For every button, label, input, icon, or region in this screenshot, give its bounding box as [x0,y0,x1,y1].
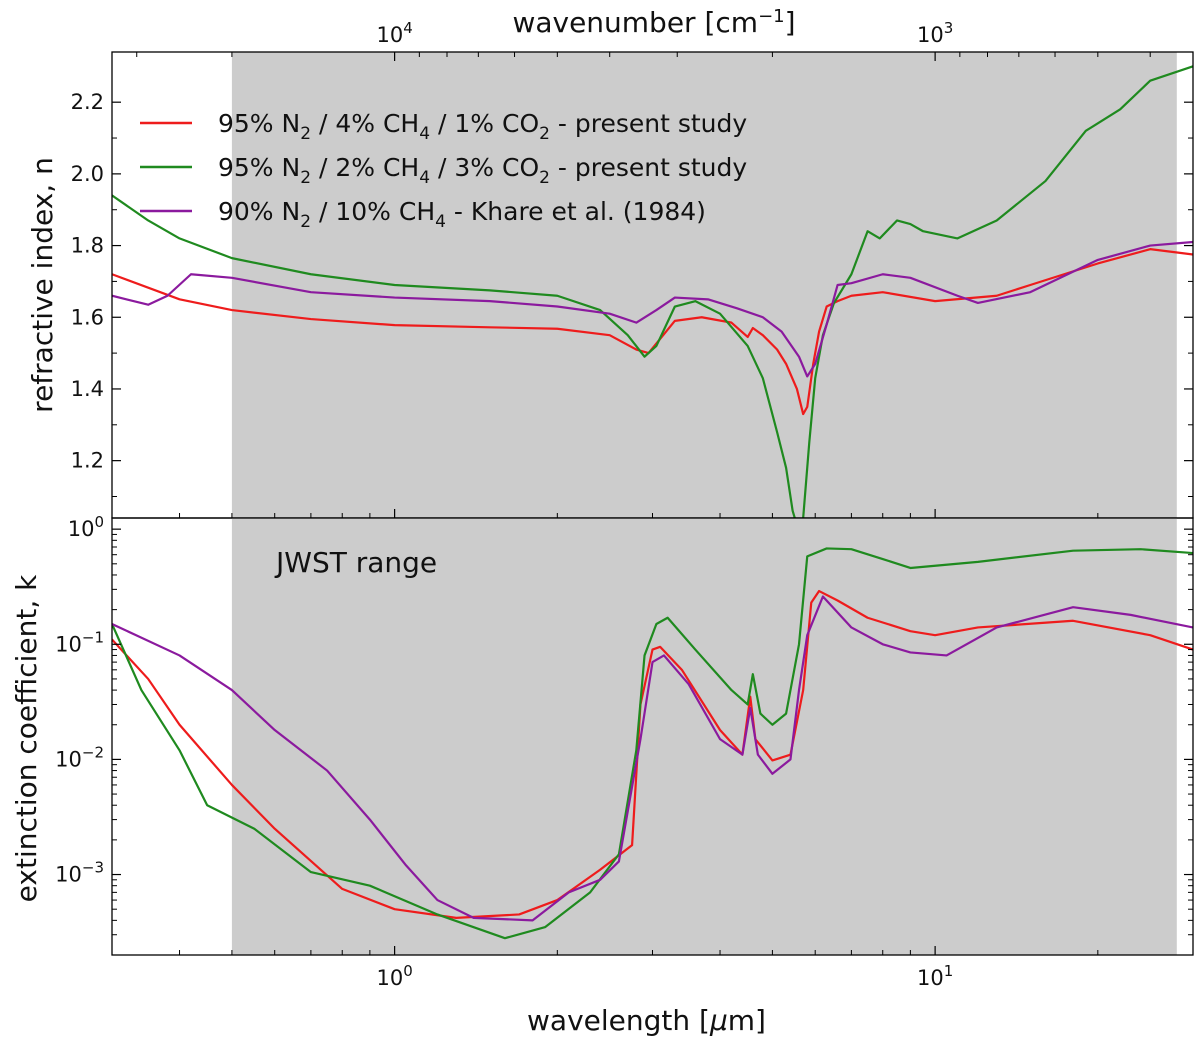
top-ytick-label: 1.2 [71,449,104,473]
bottom-ylabel: extinction coefficient, k [10,574,43,902]
jwst-range-annotation: JWST range [274,546,437,579]
legend-text: 95% N [218,109,300,138]
tick-base: 10 [917,966,944,990]
tick-base: 10 [55,632,82,656]
legend-subscript: 4 [435,212,446,232]
legend-entry-2: 95% N2​ / 2% CH4​ / 3% CO2​ - present st… [218,153,747,188]
bottom-series-group [112,547,1193,940]
legend-entry-1: 95% N2​ / 4% CH4​ / 1% CO2​ - present st… [218,109,747,144]
tick-exponent: 0 [94,513,104,531]
legend-text: - present study [550,153,747,182]
bottom-ytick-label: 10−1 [55,628,104,656]
top-series-line-1 [112,248,1193,416]
legend-subscript: 2 [539,124,550,144]
top-xlabel-part: wavenumber [cm [512,6,758,39]
legend-text: / 10% CH [311,197,435,226]
bottom-series-line-3 [112,595,1193,922]
legend-subscript: 2 [300,212,311,232]
tick-base: 10 [376,23,403,47]
tick-exponent: −2 [82,743,104,761]
axis-labels: refractive index, n extinction coefficien… [10,6,796,1037]
tick-base: 10 [68,517,95,541]
legend-subscript: 2 [539,168,550,188]
legend-entry-3: 90% N2​ / 10% CH4​ - Khare et al. (1984) [218,197,706,232]
top-ytick-label: 2.2 [71,90,104,114]
legend-text: / 2% CH [311,153,419,182]
top-ylabel: refractive index, n [26,157,59,413]
bottom-ytick-label: 100 [68,513,104,541]
top-series-group [112,65,1193,518]
tick-base: 10 [917,23,944,47]
legend-text: / 4% CH [311,109,419,138]
xlabel-mu: μ [709,1004,728,1037]
top-ytick-label: 1.8 [71,234,104,258]
bottom-xlabel: wavelength [μm] [527,1004,766,1037]
legend-text: 95% N [218,153,300,182]
xlabel-part: m] [728,1004,766,1037]
top-series-line-2 [112,65,1193,518]
legend-text: 90% N [218,197,300,226]
tick-exponent: 1 [944,962,954,980]
top-ytick-label: 2.0 [71,162,104,186]
legend-text: - present study [550,109,747,138]
tick-exponent: 4 [403,19,413,37]
top-xlabel-sup: −1 [758,6,785,27]
tick-exponent: 0 [403,962,413,980]
bottom-series-line-2 [112,547,1193,940]
legend-subscript: 2 [300,124,311,144]
tick-base: 10 [55,747,82,771]
top-xlabel: wavenumber [cm−1] [512,6,795,39]
top-series-line-3 [112,240,1193,378]
tick-base: 10 [55,863,82,887]
tick-exponent: −3 [82,859,104,877]
top-ytick-label: 1.6 [71,305,104,329]
tick-exponent: 3 [944,19,954,37]
bottom-series-line-1 [112,589,1193,919]
jwst-shading-bottom [231,518,1177,955]
legend-subscript: 2 [300,168,311,188]
legend: 95% N2​ / 4% CH4​ / 1% CO2​ - present st… [140,109,747,232]
tick-base: 10 [376,966,403,990]
legend-text: / 3% CO [430,153,539,182]
top-ytick-label: 1.4 [71,377,104,401]
bottom-ytick-label: 10−3 [55,859,104,887]
bottom-xtick-label: 101 [917,962,953,990]
top-xtick-label: 104 [376,19,412,47]
xlabel-part: wavelength [ [527,1004,710,1037]
bottom-ytick-label: 10−2 [55,743,104,771]
top-xtick-label: 103 [917,19,953,47]
legend-text: - Khare et al. (1984) [446,197,706,226]
legend-subscript: 4 [419,168,430,188]
top-xlabel-part: ] [785,6,796,39]
legend-text: / 1% CO [430,109,539,138]
bottom-xtick-label: 100 [376,962,412,990]
tick-exponent: −1 [82,628,104,646]
legend-subscript: 4 [419,124,430,144]
